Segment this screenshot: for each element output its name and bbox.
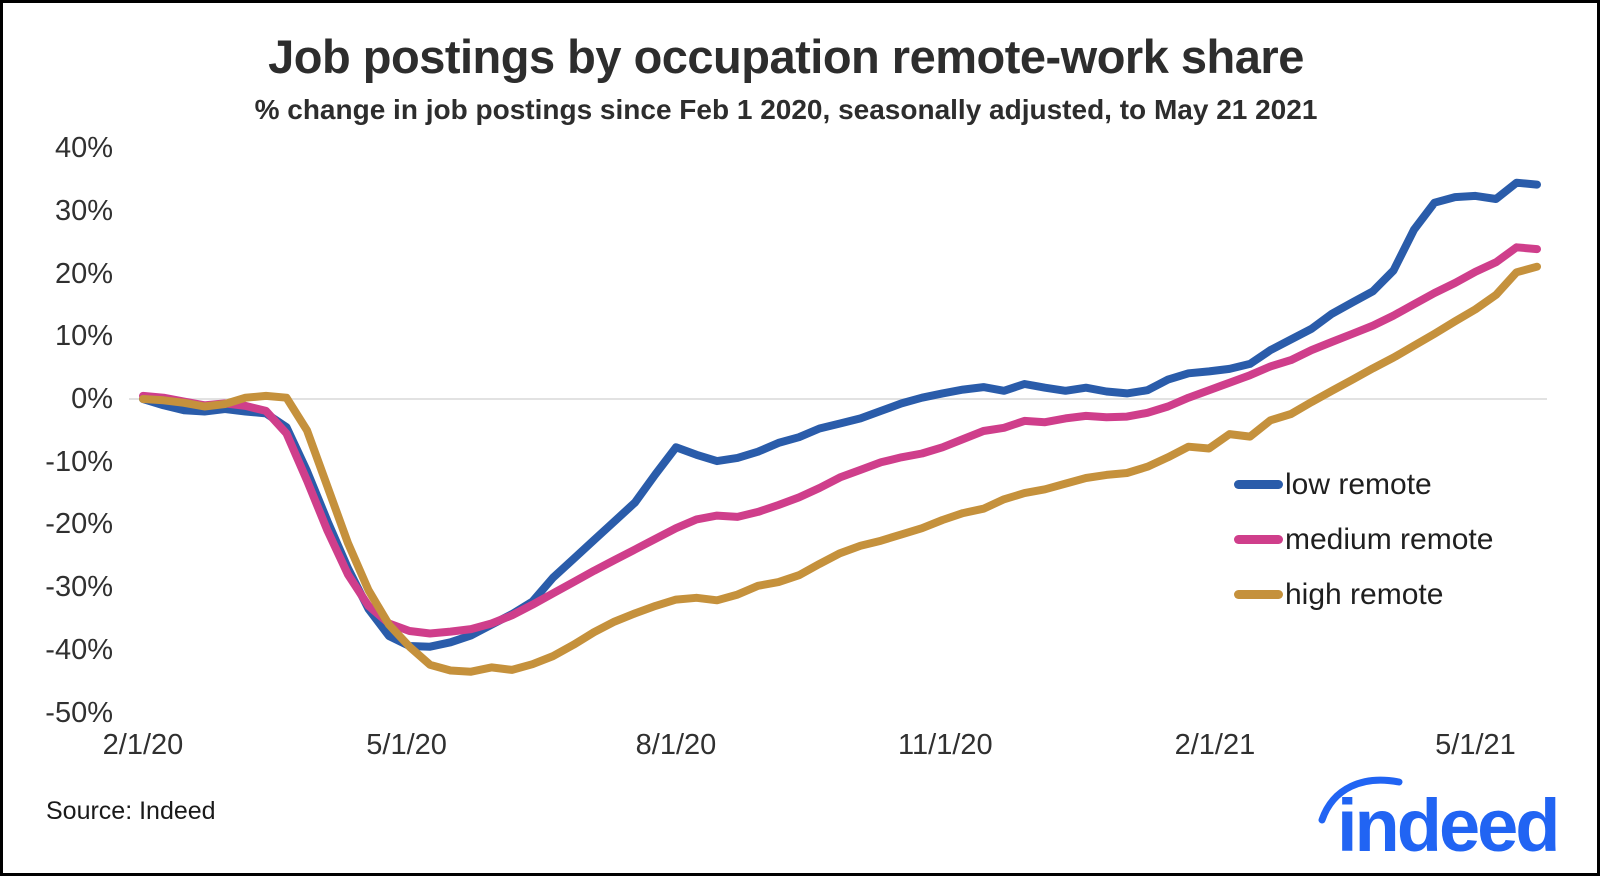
- y-tick-label: 20%: [54, 257, 113, 290]
- y-tick-label: 40%: [54, 132, 113, 165]
- line-chart-plot: [129, 178, 1547, 676]
- legend-label: low remote: [1285, 467, 1432, 501]
- legend: low remote medium remote high remote: [1234, 457, 1493, 622]
- indeed-logo-text: indeed: [1337, 784, 1557, 863]
- legend-item: high remote: [1234, 567, 1493, 622]
- x-tick-label: 8/1/20: [635, 729, 717, 761]
- series-line-medium-remote: [139, 243, 1541, 638]
- y-tick-label: -10%: [45, 445, 113, 478]
- x-tick-label: 5/1/21: [1435, 729, 1516, 761]
- y-tick-label: 0%: [71, 383, 113, 415]
- x-tick-label: 2/1/20: [102, 729, 184, 761]
- legend-swatch-icon: [1234, 480, 1283, 489]
- y-tick-label: 30%: [54, 194, 113, 227]
- y-tick-label: 10%: [54, 320, 113, 353]
- y-tick-label: -20%: [45, 508, 113, 541]
- legend-swatch-icon: [1234, 535, 1283, 544]
- y-tick-label: -50%: [45, 696, 113, 729]
- source-note: Source: Indeed: [46, 797, 216, 825]
- series-line-low-remote: [139, 178, 1541, 651]
- chart-title: Job postings by occupation remote-work s…: [268, 30, 1304, 83]
- indeed-logo-arc-icon: [1318, 776, 1403, 824]
- y-tick-label: -30%: [45, 571, 113, 604]
- legend-item: medium remote: [1234, 512, 1493, 567]
- series-line-high-remote: [139, 262, 1541, 676]
- chart-subtitle: % change in job postings since Feb 1 202…: [254, 94, 1318, 125]
- legend-item: low remote: [1234, 457, 1493, 512]
- y-tick-label: -40%: [45, 633, 113, 666]
- x-tick-label: 5/1/20: [366, 729, 447, 761]
- indeed-logo-art: indeed: [1318, 776, 1560, 867]
- legend-label: high remote: [1285, 577, 1444, 611]
- indeed-logo: indeed: [1315, 763, 1565, 867]
- x-tick-label: 2/1/21: [1174, 729, 1256, 761]
- legend-swatch-icon: [1234, 590, 1283, 599]
- x-tick-label: 11/1/20: [898, 729, 993, 761]
- legend-label: medium remote: [1285, 522, 1494, 556]
